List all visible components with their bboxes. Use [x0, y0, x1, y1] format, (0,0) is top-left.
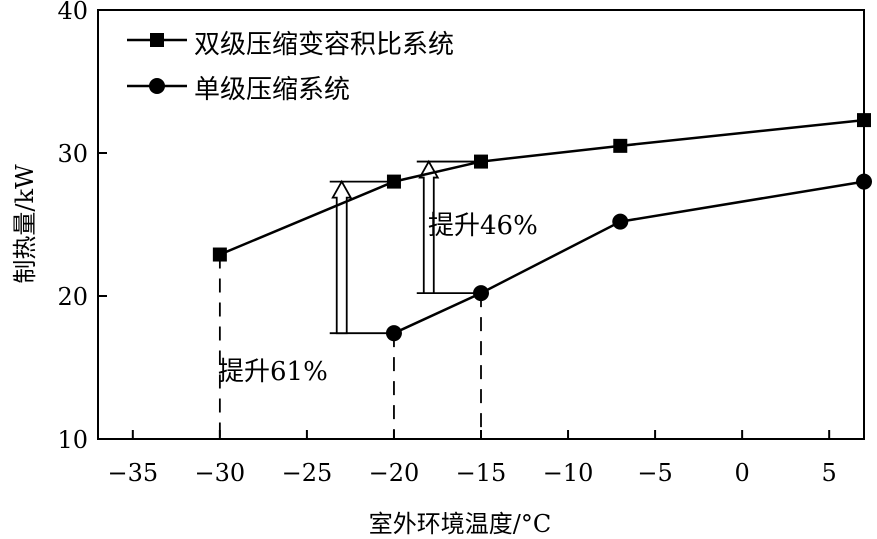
legend-label-series-1: 单级压缩系统	[194, 75, 350, 105]
annotations: 提升61% 提升46%	[218, 159, 538, 387]
series-1-point	[612, 213, 629, 230]
series-line-0	[219, 118, 865, 256]
x-tick-label: −30	[195, 459, 246, 487]
annotation-label-46: 提升46%	[428, 211, 538, 241]
legend: 双级压缩变容积比系统 单级压缩系统	[127, 30, 454, 105]
x-tick-label: −20	[369, 459, 420, 487]
series-0-point	[212, 247, 227, 262]
x-tick-label: 0	[734, 459, 749, 487]
legend-marker-square	[150, 33, 164, 47]
y-tick-label: 30	[57, 140, 88, 168]
series-0-point	[857, 113, 871, 128]
legend-label-series-0: 双级压缩变容积比系统	[194, 30, 454, 60]
series-line-1	[393, 180, 865, 335]
series	[212, 113, 872, 342]
annotation-arrow	[418, 159, 440, 295]
x-tick-label: 5	[822, 459, 837, 487]
series-1-point	[856, 173, 872, 190]
annotation-label-61: 提升61%	[218, 357, 328, 387]
legend-marker-circle	[149, 78, 165, 94]
x-tick-label: −15	[456, 459, 507, 487]
x-tick-label: −35	[107, 459, 158, 487]
series-1-point	[385, 325, 402, 342]
x-ticks: −35 −30 −25 −20 −15 −10 −5 0 5	[107, 430, 837, 487]
x-axis-label: 室外环境温度/°C	[369, 510, 551, 538]
series-0-point	[474, 154, 488, 169]
y-tick-label: 40	[57, 0, 88, 25]
y-ticks: 10 20 30 40	[57, 0, 107, 454]
y-tick-label: 20	[57, 283, 88, 311]
series-1-point	[473, 285, 489, 302]
annotation-arrow	[331, 179, 353, 335]
dashed-guides	[218, 254, 482, 439]
y-axis-label: 制热量/kW	[11, 164, 39, 284]
x-tick-label: −5	[637, 459, 672, 487]
y-tick-label: 10	[57, 426, 88, 454]
x-tick-label: −10	[543, 459, 594, 487]
series-0-point	[386, 174, 401, 189]
series-0-point	[613, 138, 628, 153]
x-tick-label: −25	[282, 459, 333, 487]
